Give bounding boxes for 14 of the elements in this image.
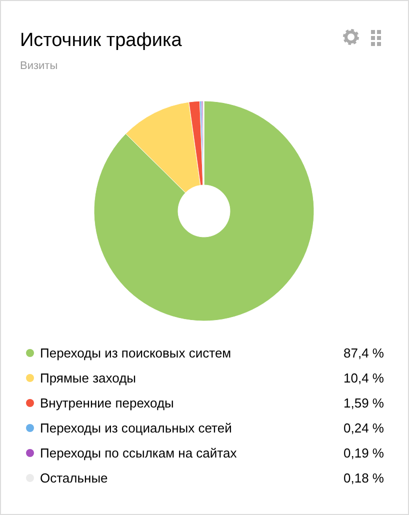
legend-label: Внутренние переходы bbox=[40, 396, 174, 410]
chart-subtitle: Визиты bbox=[20, 60, 58, 72]
data-label: 0,24 % bbox=[344, 420, 384, 436]
data-label: 10,4 % bbox=[344, 370, 384, 386]
legend-label: Переходы из поисковых систем bbox=[40, 346, 232, 360]
chart-title: Источник трафика bbox=[20, 30, 182, 51]
data-label: 1,59 % bbox=[344, 396, 384, 410]
legend-label: Остальные bbox=[40, 470, 108, 486]
data-label: 0,18 % bbox=[344, 470, 384, 486]
legend-label: Переходы по ссылкам на сайтах bbox=[40, 446, 238, 460]
legend-label: Прямые заходы bbox=[40, 370, 136, 386]
legend-label: Переходы из социальных сетей bbox=[40, 420, 232, 436]
data-label: 87,4 % bbox=[344, 346, 384, 360]
data-label: 0,19 % bbox=[344, 446, 384, 460]
